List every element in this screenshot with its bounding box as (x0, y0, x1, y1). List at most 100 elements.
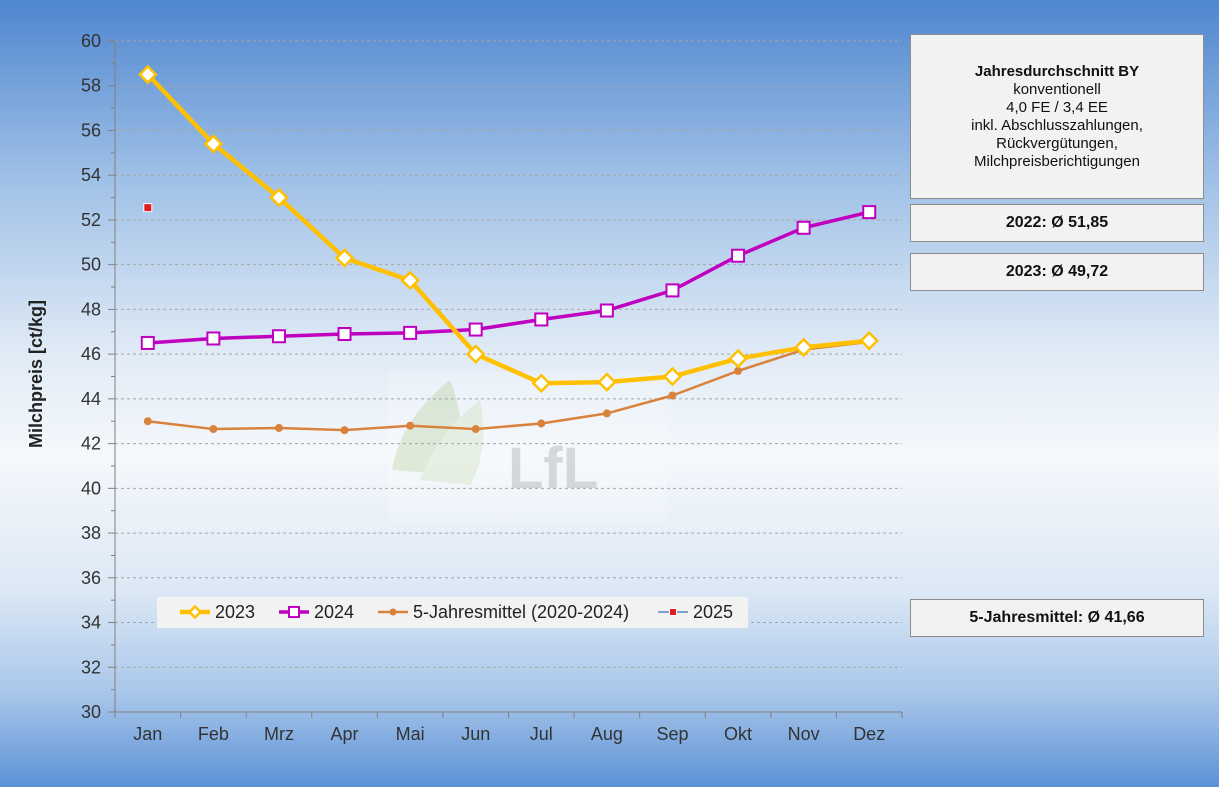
legend: 2023 2024 5-Jahresmittel (2020-2024) 2025 (157, 597, 748, 628)
series-2024 (140, 205, 877, 350)
data-point-diamond (465, 344, 486, 364)
y-tick-label: 58 (81, 76, 101, 96)
data-point-small-square (143, 203, 153, 213)
data-point-circle (389, 608, 397, 616)
y-tick-label: 52 (81, 210, 101, 230)
y-tick-label: 54 (81, 165, 101, 185)
y-tick-label: 36 (81, 568, 101, 588)
x-tick-label: Mrz (264, 724, 294, 744)
legend-label: 5-Jahresmittel (2020-2024) (413, 602, 629, 622)
legend-entry: 2025 (658, 602, 733, 622)
average-2022-box: 2022: Ø 51,85 (910, 204, 1204, 242)
data-point-circle (209, 425, 218, 434)
legend-label: 2024 (314, 602, 354, 622)
y-tick-label: 42 (81, 434, 101, 454)
data-point-diamond (793, 337, 814, 358)
y-tick-label: 38 (81, 523, 101, 543)
data-point-circle (537, 419, 546, 428)
x-tick-label: Aug (591, 724, 623, 744)
data-point-circle (143, 417, 152, 426)
y-tick-label: 50 (81, 255, 101, 275)
y-tick-label: 34 (81, 613, 101, 633)
data-point-small-square (669, 608, 677, 616)
data-point-square (403, 325, 418, 340)
y-tick-label: 60 (81, 31, 101, 51)
data-point-square (862, 205, 877, 220)
data-point-diamond (531, 373, 552, 393)
data-point-square (599, 303, 614, 318)
data-point-diamond (269, 187, 289, 208)
average-2023-box: 2023: Ø 49,72 (910, 253, 1204, 291)
data-point-square (468, 322, 483, 337)
x-tick-label: Mai (396, 724, 425, 744)
data-point-circle (406, 421, 415, 430)
series-line (146, 73, 870, 386)
series-line (147, 210, 870, 345)
legend-background (157, 597, 748, 628)
info-title: Jahresdurchschnitt BY (974, 63, 1140, 80)
legend-entry: 5-Jahresmittel (2020-2024) (378, 602, 629, 622)
data-point-circle (340, 426, 349, 435)
lfl-watermark: LfL (388, 372, 666, 522)
data-point-circle (274, 423, 283, 432)
y-tick-label: 32 (81, 657, 101, 677)
data-point-square (337, 327, 352, 342)
legend-label: 2023 (215, 602, 255, 622)
gridlines (115, 40, 902, 668)
x-tick-label: Feb (198, 724, 229, 744)
data-point-circle (734, 366, 743, 375)
legend-entry: 2023 (180, 602, 255, 622)
data-point-diamond (859, 330, 879, 351)
data-point-square (665, 283, 680, 298)
data-point-diamond (400, 270, 420, 291)
y-tick-labels: 30 32 34 36 38 40 42 44 46 48 50 52 54 56 58 60 (81, 31, 101, 722)
x-tick-label: Sep (656, 724, 688, 744)
axes (108, 40, 903, 718)
data-point-square (288, 606, 300, 618)
y-tick-label: 30 (81, 702, 101, 722)
info-box-annual-average: Jahresdurchschnitt BY konventionell 4,0 … (910, 34, 1204, 199)
data-point-diamond (728, 348, 748, 369)
series-2023 (138, 64, 879, 393)
five-year-average-box: 5-Jahresmittel: Ø 41,66 (910, 599, 1204, 637)
data-point-diamond (203, 134, 224, 154)
data-point-square (796, 220, 811, 235)
series-line (147, 340, 870, 432)
x-tick-label: Jul (530, 724, 553, 744)
y-tick-label: 56 (81, 120, 101, 140)
data-point-square (731, 248, 746, 263)
series-5-jahresmittel-2020-2024- (143, 337, 874, 435)
info-line-1: konventionell (1013, 81, 1101, 98)
y-tick-label: 48 (81, 299, 101, 319)
legend-label: 2025 (693, 602, 733, 622)
info-line-4: Rückvergütungen, (996, 135, 1118, 152)
x-tick-label: Dez (853, 724, 885, 744)
data-point-diamond (597, 372, 617, 392)
watermark-text: LfL (508, 436, 598, 501)
x-tick-labels: Jan Feb Mrz Apr Mai Jun Jul Aug Sep Okt Nov Dez (133, 724, 885, 744)
data-point-diamond (187, 604, 203, 620)
data-point-square (140, 335, 155, 350)
legend-entry: 2024 (279, 602, 354, 622)
data-point-diamond (334, 248, 355, 268)
y-axis-title: Milchpreis [ct/kg] (26, 300, 46, 448)
data-point-circle (602, 409, 611, 418)
data-point-square (206, 331, 221, 346)
info-line-3: inkl. Abschlusszahlungen, (971, 117, 1143, 134)
info-line-2: 4,0 FE / 3,4 EE (1006, 99, 1108, 116)
x-tick-label: Jun (461, 724, 490, 744)
y-tick-label: 40 (81, 478, 101, 498)
series-2025 (143, 203, 153, 213)
info-line-5: Milchpreisberichtigungen (974, 153, 1140, 170)
x-tick-label: Okt (724, 724, 752, 744)
x-tick-label: Apr (331, 724, 359, 744)
data-point-circle (668, 391, 677, 400)
y-tick-label: 44 (81, 389, 101, 409)
data-point-diamond (662, 366, 683, 387)
x-tick-label: Jan (133, 724, 162, 744)
x-tick-label: Nov (788, 724, 820, 744)
series-lines (138, 64, 879, 435)
data-point-circle (471, 425, 480, 434)
data-point-square (271, 329, 286, 344)
